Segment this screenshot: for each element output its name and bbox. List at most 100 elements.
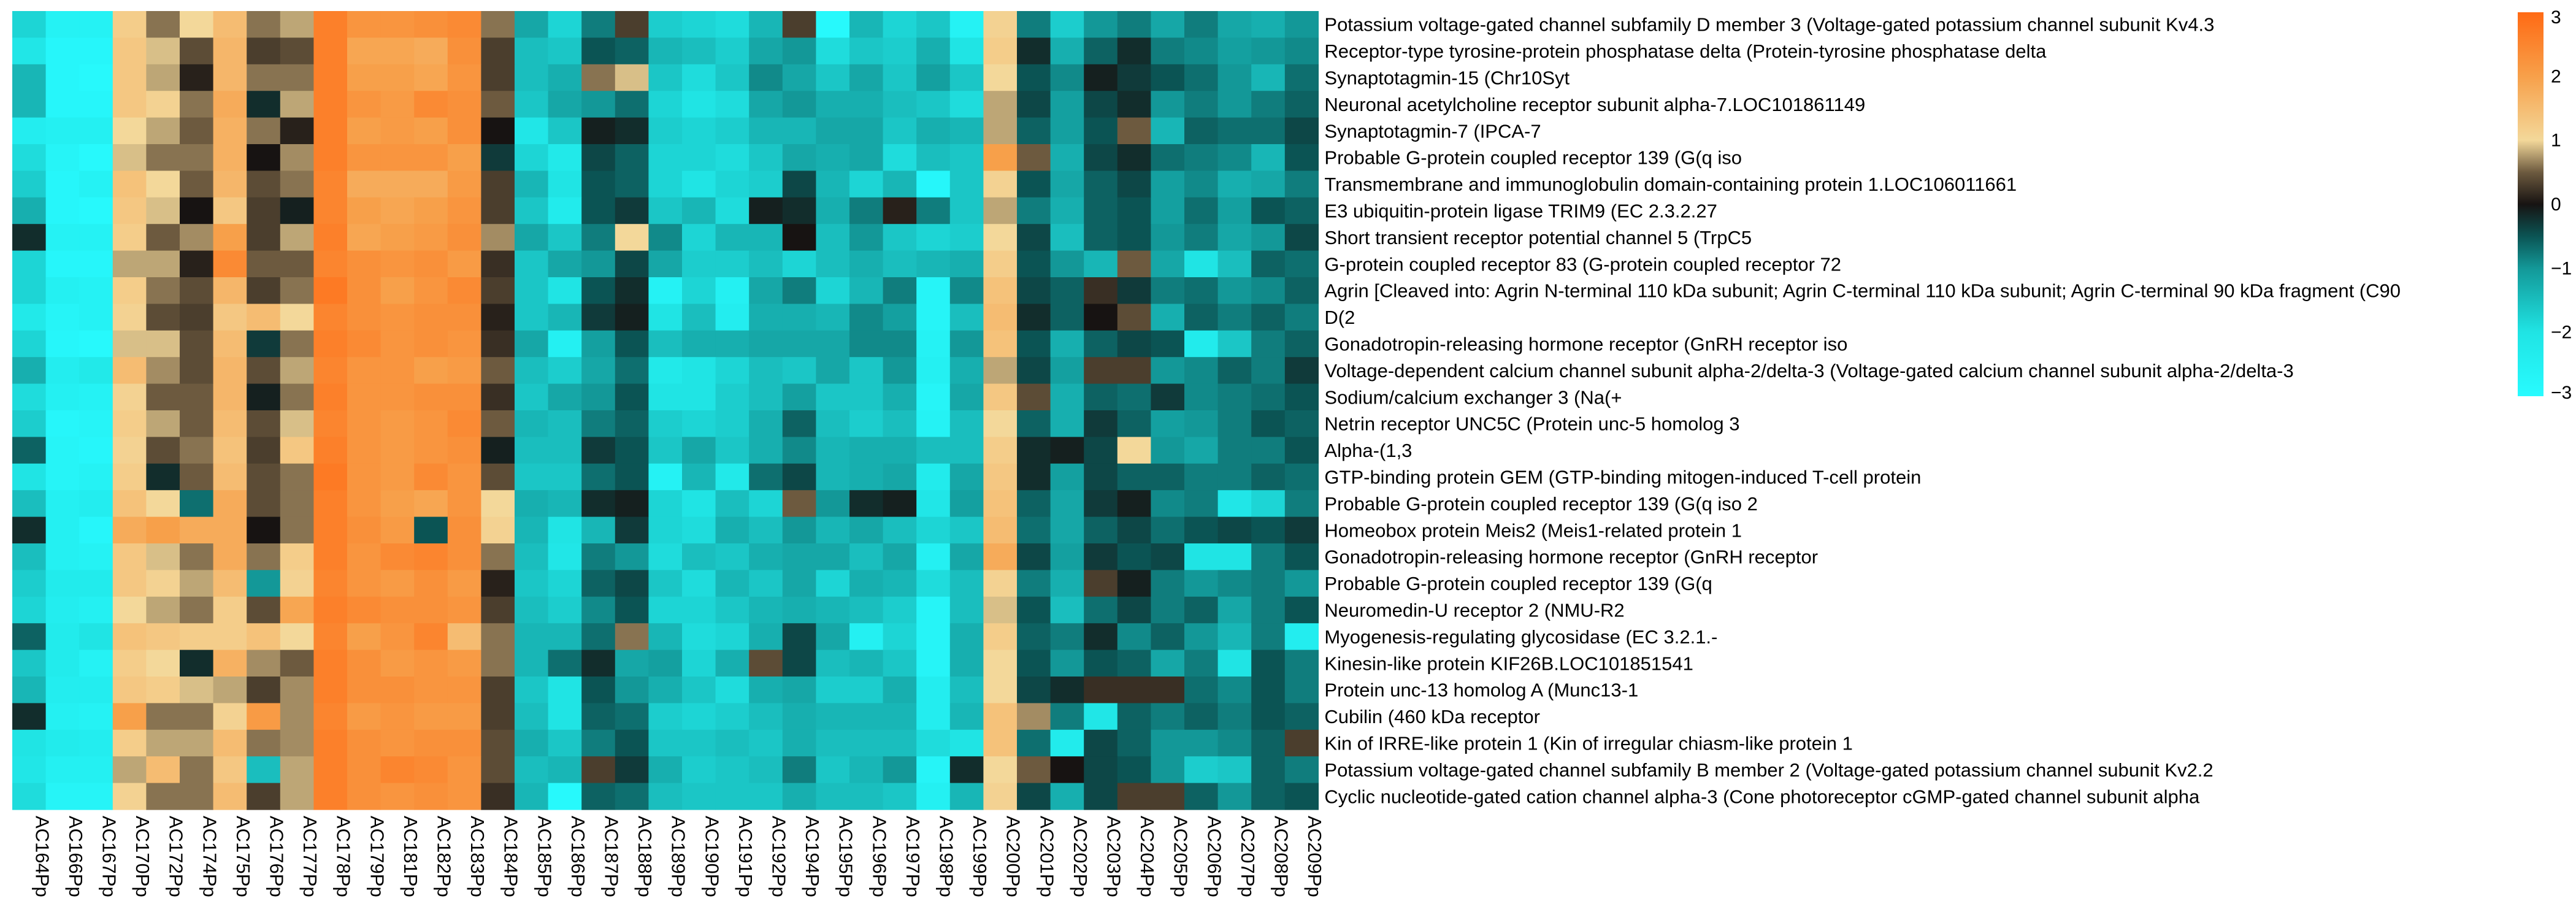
- heatmap-cell: [849, 197, 884, 224]
- row-label: Short transient receptor potential chann…: [1324, 227, 1752, 248]
- heatmap-cell: [1117, 703, 1151, 730]
- heatmap-cell: [916, 304, 951, 331]
- heatmap-cell: [313, 11, 348, 38]
- heatmap-cell: [313, 623, 348, 651]
- heatmap-cell: [615, 650, 649, 677]
- heatmap-cell: [1184, 117, 1219, 145]
- row-label: GTP-binding protein GEM (GTP-binding mit…: [1324, 467, 1921, 488]
- heatmap-cell: [380, 463, 415, 491]
- heatmap-cell: [481, 437, 515, 464]
- heatmap-cell: [347, 304, 381, 331]
- heatmap-cell: [280, 677, 314, 703]
- heatmap-cell: [112, 410, 147, 437]
- heatmap-cell: [1050, 197, 1084, 224]
- heatmap-cell: [112, 570, 147, 597]
- heatmap-cell: [548, 304, 582, 331]
- row-label: G-protein coupled receptor 83 (G-protein…: [1324, 253, 1841, 275]
- heatmap-cell: [782, 596, 816, 624]
- heatmap-cell: [682, 570, 716, 597]
- heatmap-cell: [313, 729, 348, 757]
- heatmap-cell: [247, 171, 281, 198]
- heatmap-cell: [1284, 729, 1319, 757]
- heatmap-cell: [1050, 623, 1084, 651]
- heatmap-cell: [45, 171, 80, 198]
- column-label: AC196Pp: [868, 816, 890, 897]
- heatmap-cell: [146, 729, 180, 757]
- heatmap-cell: [749, 117, 783, 145]
- heatmap-cell: [414, 650, 448, 677]
- heatmap-cell: [1151, 437, 1185, 464]
- heatmap-cell: [949, 37, 984, 65]
- heatmap-cell: [347, 37, 381, 65]
- heatmap-cell: [1050, 383, 1084, 411]
- heatmap-cell: [782, 197, 816, 224]
- heatmap-cell: [1050, 437, 1084, 464]
- heatmap-cell: [883, 490, 917, 518]
- heatmap-cell: [481, 11, 515, 38]
- heatmap-cell: [380, 250, 415, 278]
- heatmap-cell: [280, 171, 314, 198]
- heatmap-cell: [615, 250, 649, 278]
- heatmap-cell: [247, 623, 281, 651]
- heatmap-cell: [1284, 623, 1319, 651]
- column-label: AC208Pp: [1271, 816, 1292, 897]
- heatmap-cell: [380, 490, 415, 518]
- heatmap-cell: [313, 330, 348, 358]
- heatmap-cell: [883, 330, 917, 358]
- heatmap-cell: [1217, 650, 1252, 677]
- heatmap-cell: [213, 410, 247, 437]
- heatmap-cell: [782, 703, 816, 730]
- heatmap-cell: [380, 197, 415, 224]
- heatmap-cell: [313, 250, 348, 278]
- heatmap-cell: [447, 463, 481, 491]
- heatmap-cell: [146, 703, 180, 730]
- heatmap-cell: [916, 677, 951, 703]
- heatmap-cell: [45, 490, 80, 518]
- heatmap-cell: [112, 650, 147, 677]
- heatmap-cell: [949, 570, 984, 597]
- heatmap-cell: [213, 570, 247, 597]
- heatmap-cell: [1050, 783, 1084, 810]
- heatmap-cell: [648, 304, 683, 331]
- heatmap-cell: [313, 463, 348, 491]
- heatmap-cell: [280, 357, 314, 385]
- heatmap-cell: [749, 650, 783, 677]
- heatmap-cell: [45, 729, 80, 757]
- heatmap-cell: [45, 277, 80, 304]
- heatmap-cell: [1050, 410, 1084, 437]
- heatmap-cell: [849, 543, 884, 570]
- heatmap-cell: [682, 729, 716, 757]
- heatmap-cell: [12, 117, 47, 145]
- heatmap-cell: [347, 490, 381, 518]
- column-label: AC179Pp: [366, 816, 388, 897]
- heatmap-cell: [414, 623, 448, 651]
- heatmap-cell: [313, 357, 348, 385]
- heatmap-cell: [1184, 11, 1219, 38]
- heatmap-cell: [1050, 224, 1084, 251]
- heatmap-cell: [1050, 117, 1084, 145]
- heatmap-cell: [280, 703, 314, 730]
- heatmap-cell: [581, 383, 616, 411]
- heatmap-cell: [414, 596, 448, 624]
- heatmap-cell: [180, 37, 214, 65]
- heatmap-cell: [79, 277, 113, 304]
- heatmap-cell: [916, 650, 951, 677]
- heatmap-cell: [247, 11, 281, 38]
- column-label: AC191Pp: [735, 816, 756, 897]
- heatmap-cell: [1117, 463, 1151, 491]
- heatmap-cell: [548, 729, 582, 757]
- heatmap-cell: [313, 144, 348, 171]
- heatmap-cell: [1251, 64, 1286, 91]
- heatmap-cell: [682, 330, 716, 358]
- heatmap-cell: [615, 677, 649, 703]
- heatmap-cell: [45, 304, 80, 331]
- heatmap-cell: [447, 304, 481, 331]
- heatmap-cell: [447, 224, 481, 251]
- heatmap-cell: [715, 304, 749, 331]
- heatmap-cell: [1084, 117, 1118, 145]
- heatmap-cell: [280, 437, 314, 464]
- heatmap-cell: [347, 623, 381, 651]
- heatmap-cell: [849, 410, 884, 437]
- heatmap-cell: [45, 144, 80, 171]
- heatmap-cell: [782, 64, 816, 91]
